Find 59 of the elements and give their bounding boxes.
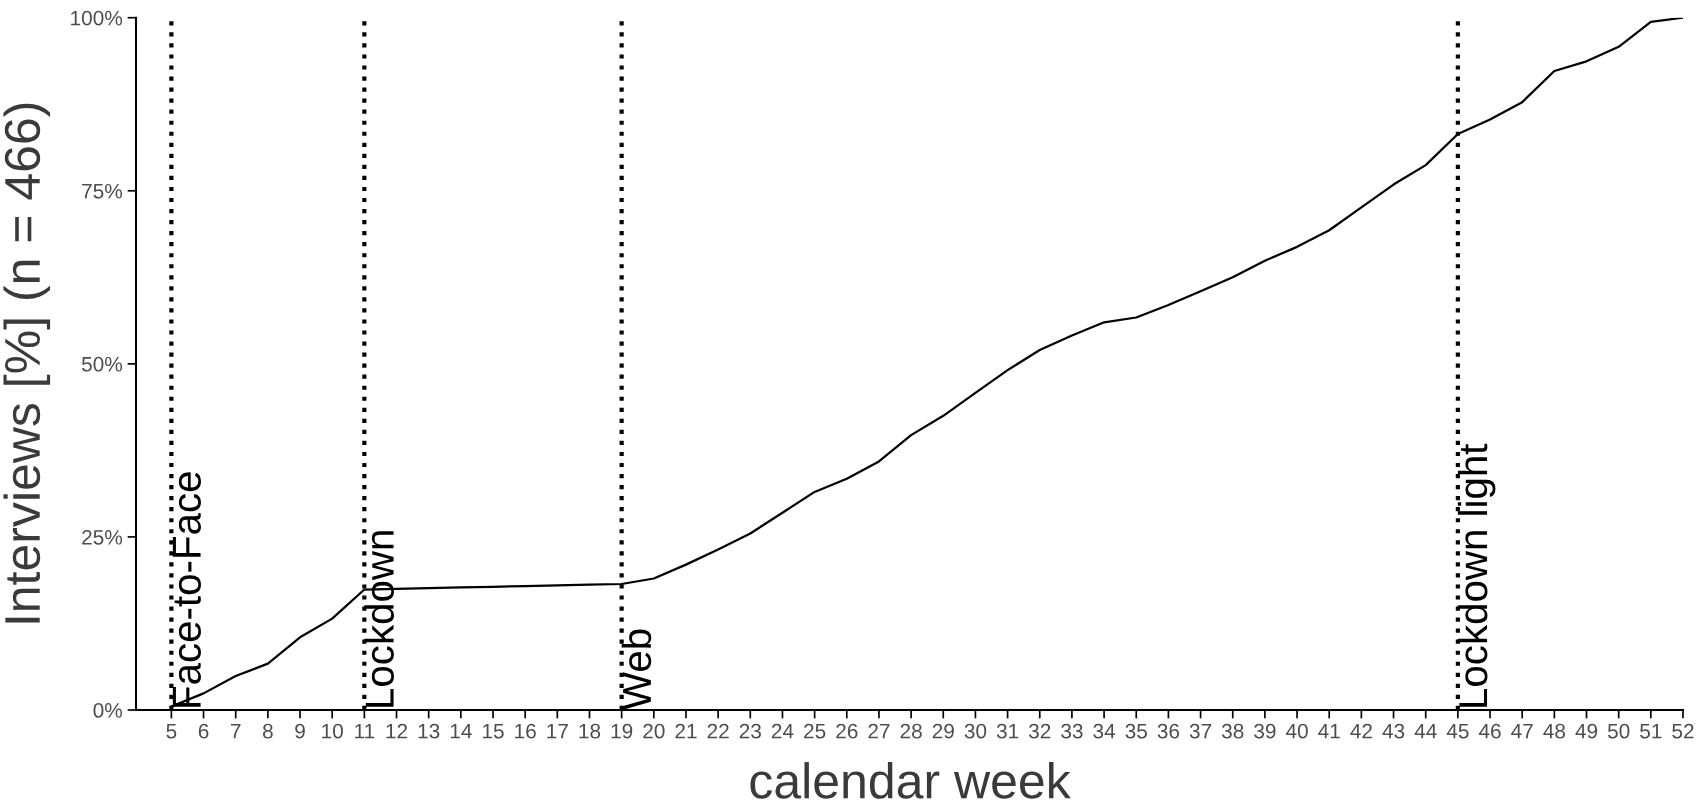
x-tick-label: 22 bbox=[707, 723, 729, 739]
x-tick-label: 31 bbox=[996, 723, 1019, 739]
x-tick-label: 33 bbox=[1061, 723, 1083, 739]
x-tick-label: 9 bbox=[295, 723, 305, 739]
x-tick-label: 17 bbox=[547, 723, 568, 739]
x-tick-label: 51 bbox=[1640, 723, 1662, 739]
x-tick-label: 41 bbox=[1318, 723, 1340, 739]
ref-line-label: Lockdown light bbox=[1457, 443, 1496, 707]
y-tick-label: 25% bbox=[82, 529, 123, 545]
x-tick-label: 45 bbox=[1446, 723, 1469, 739]
x-tick-label: 11 bbox=[355, 723, 375, 739]
x-tick-label: 13 bbox=[418, 723, 440, 739]
y-tick-label: 50% bbox=[81, 356, 123, 372]
x-tick-label: 24 bbox=[771, 723, 794, 739]
x-tick-label: 42 bbox=[1350, 723, 1372, 739]
x-tick-label: 37 bbox=[1189, 723, 1212, 739]
x-tick-label: 27 bbox=[868, 723, 890, 739]
x-tick-label: 8 bbox=[262, 723, 273, 739]
ref-line-label: Web bbox=[621, 629, 652, 710]
x-tick-label: 16 bbox=[515, 723, 536, 739]
x-tick-label: 40 bbox=[1285, 723, 1308, 739]
x-tick-label: 50 bbox=[1607, 723, 1630, 739]
ref-line-label: Face-to-Face bbox=[172, 472, 201, 707]
y-axis-title: Interviews [%] (n = 466) bbox=[3, 103, 51, 623]
x-tick-label: 48 bbox=[1543, 723, 1566, 739]
y-tick-label: 100% bbox=[71, 10, 123, 26]
x-tick-label: 26 bbox=[836, 723, 858, 739]
x-tick-label: 38 bbox=[1221, 723, 1244, 739]
x-tick-label: 32 bbox=[1028, 723, 1051, 739]
x-tick-label: 36 bbox=[1157, 723, 1180, 739]
x-tick-label: 39 bbox=[1254, 723, 1276, 739]
y-tick-label: 0% bbox=[93, 703, 123, 718]
x-tick-label: 28 bbox=[900, 723, 922, 739]
x-tick-label: 52 bbox=[1672, 723, 1694, 739]
x-tick-label: 44 bbox=[1414, 723, 1437, 739]
x-tick-label: 6 bbox=[198, 723, 209, 739]
x-tick-label: 47 bbox=[1511, 723, 1533, 739]
x-tick-label: 19 bbox=[611, 723, 633, 739]
x-tick-label: 14 bbox=[450, 723, 472, 739]
x-tick-label: 5 bbox=[166, 723, 177, 739]
x-tick-label: 30 bbox=[964, 723, 987, 739]
y-tick-label: 75% bbox=[82, 183, 123, 199]
x-tick-label: 7 bbox=[230, 723, 241, 739]
ref-line-label: Lockdown bbox=[364, 531, 394, 707]
x-tick-label: 35 bbox=[1125, 723, 1147, 739]
x-tick-label: 12 bbox=[386, 723, 408, 739]
x-tick-label: 43 bbox=[1382, 723, 1405, 739]
x-tick-label: 46 bbox=[1478, 723, 1501, 739]
x-tick-label: 49 bbox=[1575, 723, 1598, 739]
x-tick-label: 34 bbox=[1093, 723, 1116, 739]
x-tick-label: 20 bbox=[643, 723, 665, 739]
x-tick-label: 29 bbox=[932, 723, 954, 739]
x-axis-title: calendar week bbox=[750, 762, 1071, 799]
x-tick-label: 21 bbox=[675, 723, 697, 739]
x-tick-label: 18 bbox=[579, 723, 601, 739]
x-tick-label: 15 bbox=[483, 723, 504, 739]
x-tick-label: 23 bbox=[739, 723, 761, 739]
x-tick-label: 25 bbox=[804, 723, 826, 739]
x-tick-label: 10 bbox=[322, 723, 343, 739]
